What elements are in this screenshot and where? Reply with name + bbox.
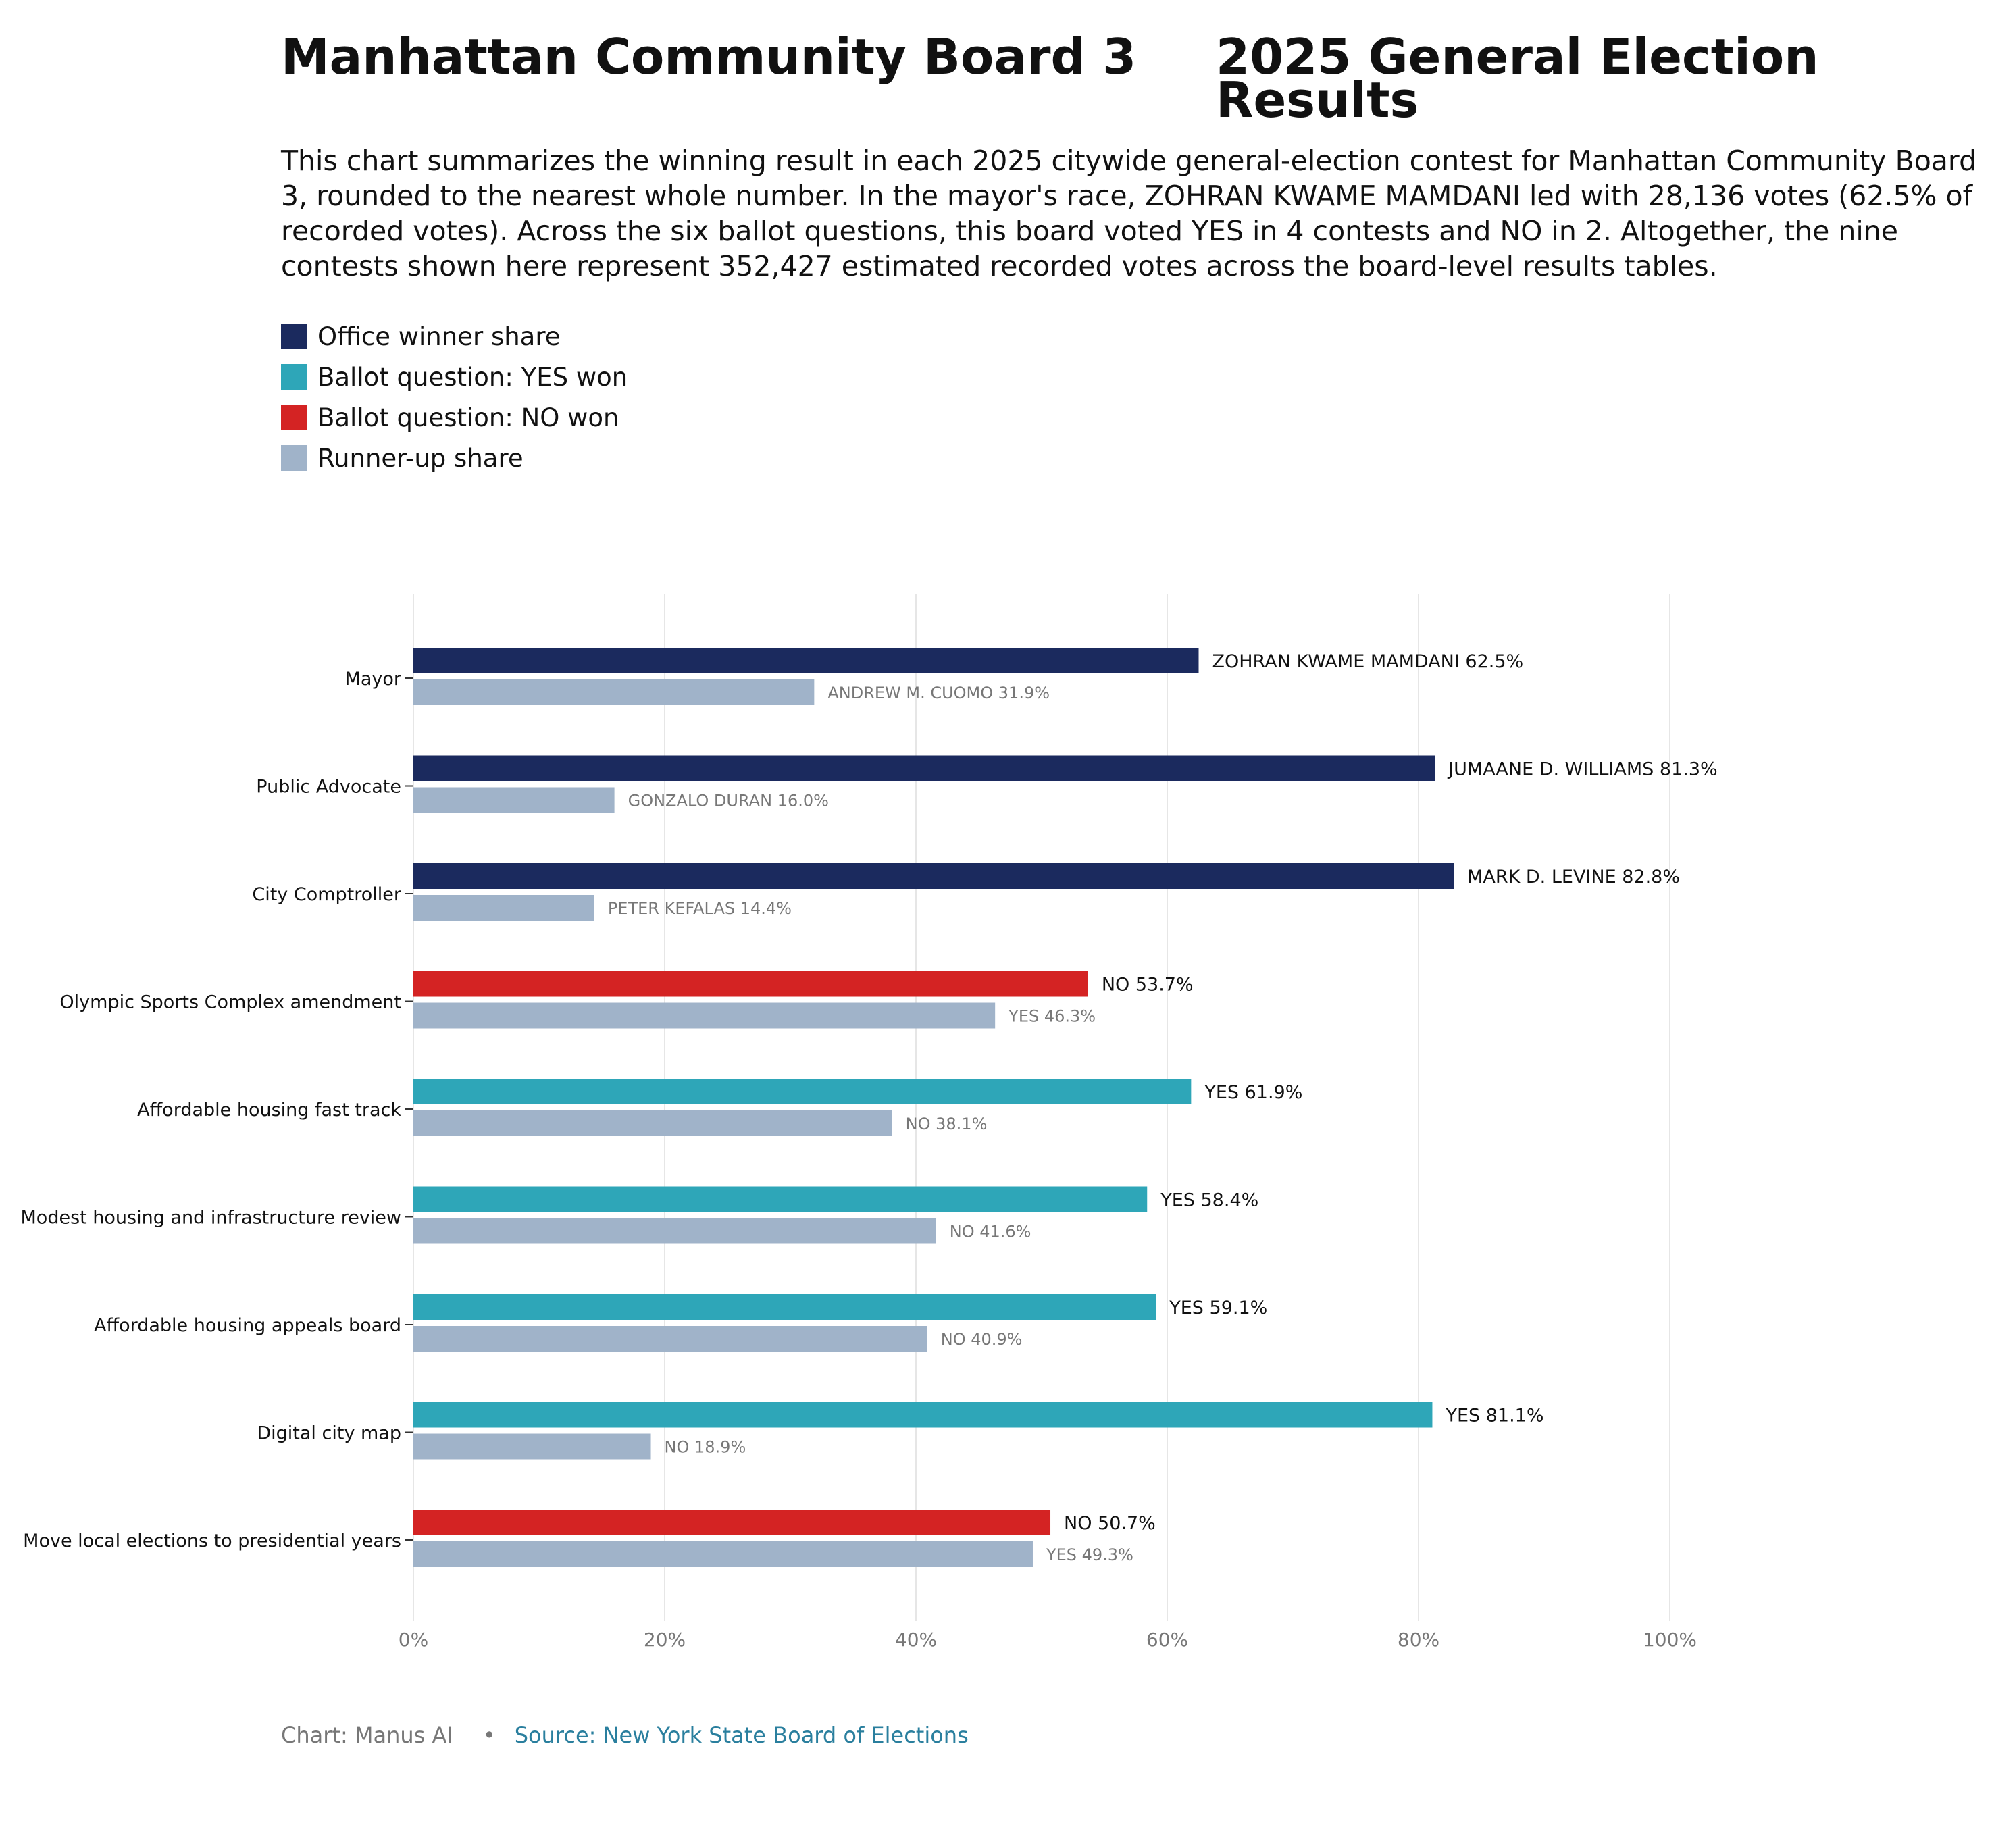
runner-up-data-label: NO 40.9% — [941, 1330, 1023, 1349]
legend-item-no-won: Ballot question: NO won — [281, 397, 628, 438]
chart-title-left: Manhattan Community Board 3 — [281, 28, 1137, 85]
runner-up-data-label: YES 46.3% — [1008, 1007, 1096, 1026]
runner-up-bar — [413, 679, 815, 705]
legend-swatch-no-won — [281, 405, 307, 430]
category-label: Digital city map — [257, 1423, 401, 1444]
winner-data-label: JUMAANE D. WILLIAMS 81.3% — [1447, 759, 1717, 780]
runner-up-bar — [413, 1110, 892, 1136]
x-tick-label: 100% — [1643, 1628, 1697, 1651]
winner-data-label: ZOHRAN KWAME MAMDANI 62.5% — [1212, 651, 1524, 672]
bar-chart: 0% 20% 40% 60% 80% 100% Mayor ZOHRAN KWAME MAMD… — [21, 594, 1718, 1651]
winner-data-label: NO 50.7% — [1064, 1513, 1156, 1534]
legend-label-no-won: Ballot question: NO won — [317, 403, 619, 432]
source-link[interactable]: Source: New York State Board of Election… — [514, 1722, 969, 1748]
category-label: Move local elections to presidential yea… — [23, 1531, 401, 1551]
category-label: Mayor — [345, 669, 402, 690]
legend-swatch-office-winner — [281, 324, 307, 349]
category-label: Olympic Sports Complex amendment — [59, 992, 401, 1013]
runner-up-data-label: NO 18.9% — [665, 1438, 746, 1457]
legend-swatch-yes-won — [281, 364, 307, 390]
legend-item-yes-won: Ballot question: YES won — [281, 357, 628, 397]
footer: Chart: Manus AI • Source: New York State… — [281, 1722, 969, 1748]
legend-label-runner-up: Runner-up share — [317, 443, 523, 473]
winner-data-label: MARK D. LEVINE 82.8% — [1467, 867, 1680, 888]
winner-data-label: YES 58.4% — [1160, 1190, 1258, 1211]
winner-bar — [413, 755, 1435, 781]
runner-up-bar — [413, 787, 615, 813]
chart-subtitle: This chart summarizes the winning result… — [281, 145, 1977, 282]
runner-up-bar — [413, 1433, 651, 1460]
legend-label-yes-won: Ballot question: YES won — [317, 362, 628, 392]
winner-data-label: NO 53.7% — [1102, 975, 1194, 996]
winner-bar — [413, 863, 1454, 889]
runner-up-bar — [413, 1541, 1033, 1567]
category-label: Public Advocate — [256, 777, 401, 798]
runner-up-data-label: GONZALO DURAN 16.0% — [628, 792, 829, 811]
legend-item-office-winner: Office winner share — [281, 316, 628, 357]
winner-bar — [413, 1186, 1148, 1212]
runner-up-data-label: NO 41.6% — [950, 1223, 1031, 1241]
category-label: City Comptroller — [252, 884, 402, 905]
category-label: Modest housing and infrastructure review — [21, 1208, 402, 1229]
runner-up-data-label: PETER KEFALAS 14.4% — [608, 899, 792, 918]
legend: Office winner share Ballot question: YES… — [281, 316, 628, 478]
runner-up-bar — [413, 895, 594, 921]
footer-separator: • — [482, 1722, 496, 1748]
x-tick-label: 60% — [1146, 1628, 1188, 1651]
x-tick-label: 20% — [644, 1628, 686, 1651]
runner-up-bar — [413, 1326, 927, 1352]
runner-up-data-label: ANDREW M. CUOMO 31.9% — [827, 684, 1050, 702]
legend-swatch-runner-up — [281, 445, 307, 471]
runner-up-data-label: NO 38.1% — [906, 1114, 988, 1133]
winner-bar — [413, 971, 1088, 997]
runner-up-bar — [413, 1218, 936, 1244]
winner-data-label: YES 61.9% — [1204, 1082, 1302, 1103]
runner-up-data-label: YES 49.3% — [1046, 1545, 1133, 1564]
winner-bar — [413, 1079, 1192, 1104]
category-label: Affordable housing appeals board — [94, 1315, 401, 1336]
x-tick-label: 40% — [895, 1628, 937, 1651]
winner-bar — [413, 1510, 1051, 1535]
chart-credit: Chart: Manus AI — [281, 1722, 453, 1748]
x-tick-label: 0% — [399, 1628, 428, 1651]
chart-title-right: 2025 General Election Results — [1216, 28, 1819, 128]
x-tick-label: 80% — [1398, 1628, 1439, 1651]
winner-bar — [413, 648, 1199, 673]
winner-bar — [413, 1294, 1156, 1320]
winner-data-label: YES 59.1% — [1169, 1298, 1267, 1318]
runner-up-bar — [413, 1002, 996, 1029]
winner-data-label: YES 81.1% — [1445, 1406, 1543, 1427]
legend-item-runner-up: Runner-up share — [281, 438, 628, 478]
category-label: Affordable housing fast track — [137, 1100, 401, 1121]
legend-label-office-winner: Office winner share — [317, 322, 561, 351]
winner-bar — [413, 1402, 1433, 1428]
